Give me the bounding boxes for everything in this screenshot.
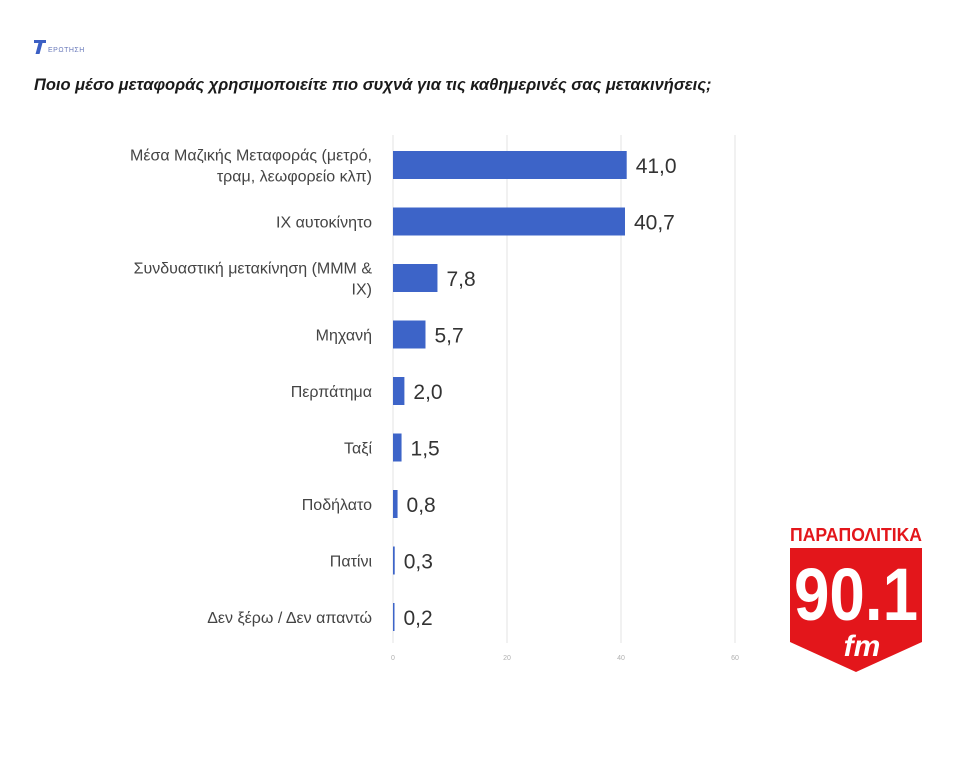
category-label: Πατίνι xyxy=(330,554,373,571)
value-label: 40,7 xyxy=(634,212,675,235)
category-label: Ποδήλατο xyxy=(302,497,372,514)
x-tick-label: 20 xyxy=(503,655,511,662)
value-label: 2,0 xyxy=(413,381,442,404)
value-label: 41,0 xyxy=(636,155,677,178)
category-label: Δεν ξέρω / Δεν απαντώ xyxy=(207,610,372,627)
radio-logo-frequency: 90.1 xyxy=(794,553,918,636)
category-label: τραμ, λεωφορείο κλπ) xyxy=(217,169,372,186)
badge-label: ΕΡΩΤΗΣΗ xyxy=(48,47,85,54)
bar xyxy=(393,320,426,349)
bar xyxy=(393,603,395,631)
radio-logo-shield xyxy=(790,548,922,672)
value-label: 0,3 xyxy=(404,551,433,574)
value-label: 1,5 xyxy=(411,438,440,461)
radio-logo: ΠΑΡΑΠΟΛΙΤΙΚΑ 90.1 fm xyxy=(790,525,922,672)
radio-logo-fm: fm xyxy=(844,630,881,663)
category-label: Περπάτημα xyxy=(291,384,372,401)
category-label: Μέσα Μαζικής Μεταφοράς (μετρό, xyxy=(130,148,372,165)
value-label: 5,7 xyxy=(434,325,463,348)
value-label: 0,8 xyxy=(407,494,436,517)
category-label: ΙΧ) xyxy=(352,282,372,299)
bar xyxy=(393,377,405,405)
bar xyxy=(393,546,395,575)
x-tick-label: 40 xyxy=(617,655,625,662)
question-badge: ΕΡΩΤΗΣΗ xyxy=(34,40,85,54)
category-label: Ταξί xyxy=(344,441,372,458)
category-label: ΙΧ αυτοκίνητο xyxy=(276,215,372,232)
question-title: Ποιο μέσο μεταφοράς χρησιμοποιείτε πιο σ… xyxy=(34,76,712,94)
radio-logo-top-text: ΠΑΡΑΠΟΛΙΤΙΚΑ xyxy=(790,525,922,545)
x-tick-label: 60 xyxy=(731,655,739,662)
badge-icon xyxy=(34,40,46,54)
bar xyxy=(393,264,438,292)
value-label: 0,2 xyxy=(404,607,433,630)
bar xyxy=(393,207,625,236)
category-label: Συνδυαστική μετακίνηση (ΜΜΜ & xyxy=(134,261,373,278)
value-label: 7,8 xyxy=(446,268,475,291)
bar xyxy=(393,433,402,462)
bar xyxy=(393,490,398,518)
x-tick-label: 0 xyxy=(391,655,395,662)
bar xyxy=(393,151,627,179)
category-label: Μηχανή xyxy=(316,328,372,345)
